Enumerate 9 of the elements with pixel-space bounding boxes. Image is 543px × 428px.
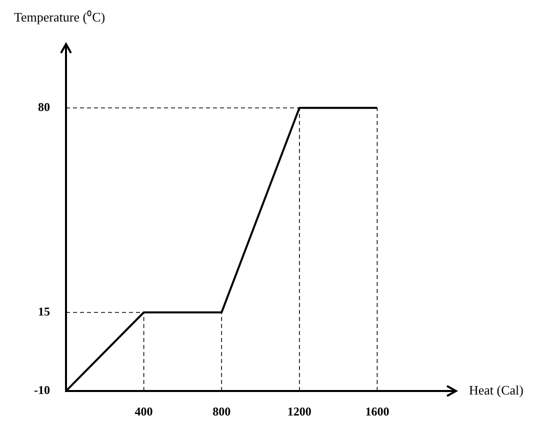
y-tick-label: 15: [38, 304, 50, 318]
x-tick-label: 1600: [365, 404, 390, 418]
y-axis-title: Temperature (⁰C): [14, 9, 106, 24]
y-tick-label: 80: [38, 100, 50, 114]
x-axis-title: Heat (Cal): [469, 382, 524, 398]
x-tick-label: 800: [212, 404, 231, 418]
x-tick-label: 1200: [287, 404, 312, 418]
x-tick-label: 400: [134, 404, 153, 418]
y-tick-label: -10: [34, 383, 50, 398]
